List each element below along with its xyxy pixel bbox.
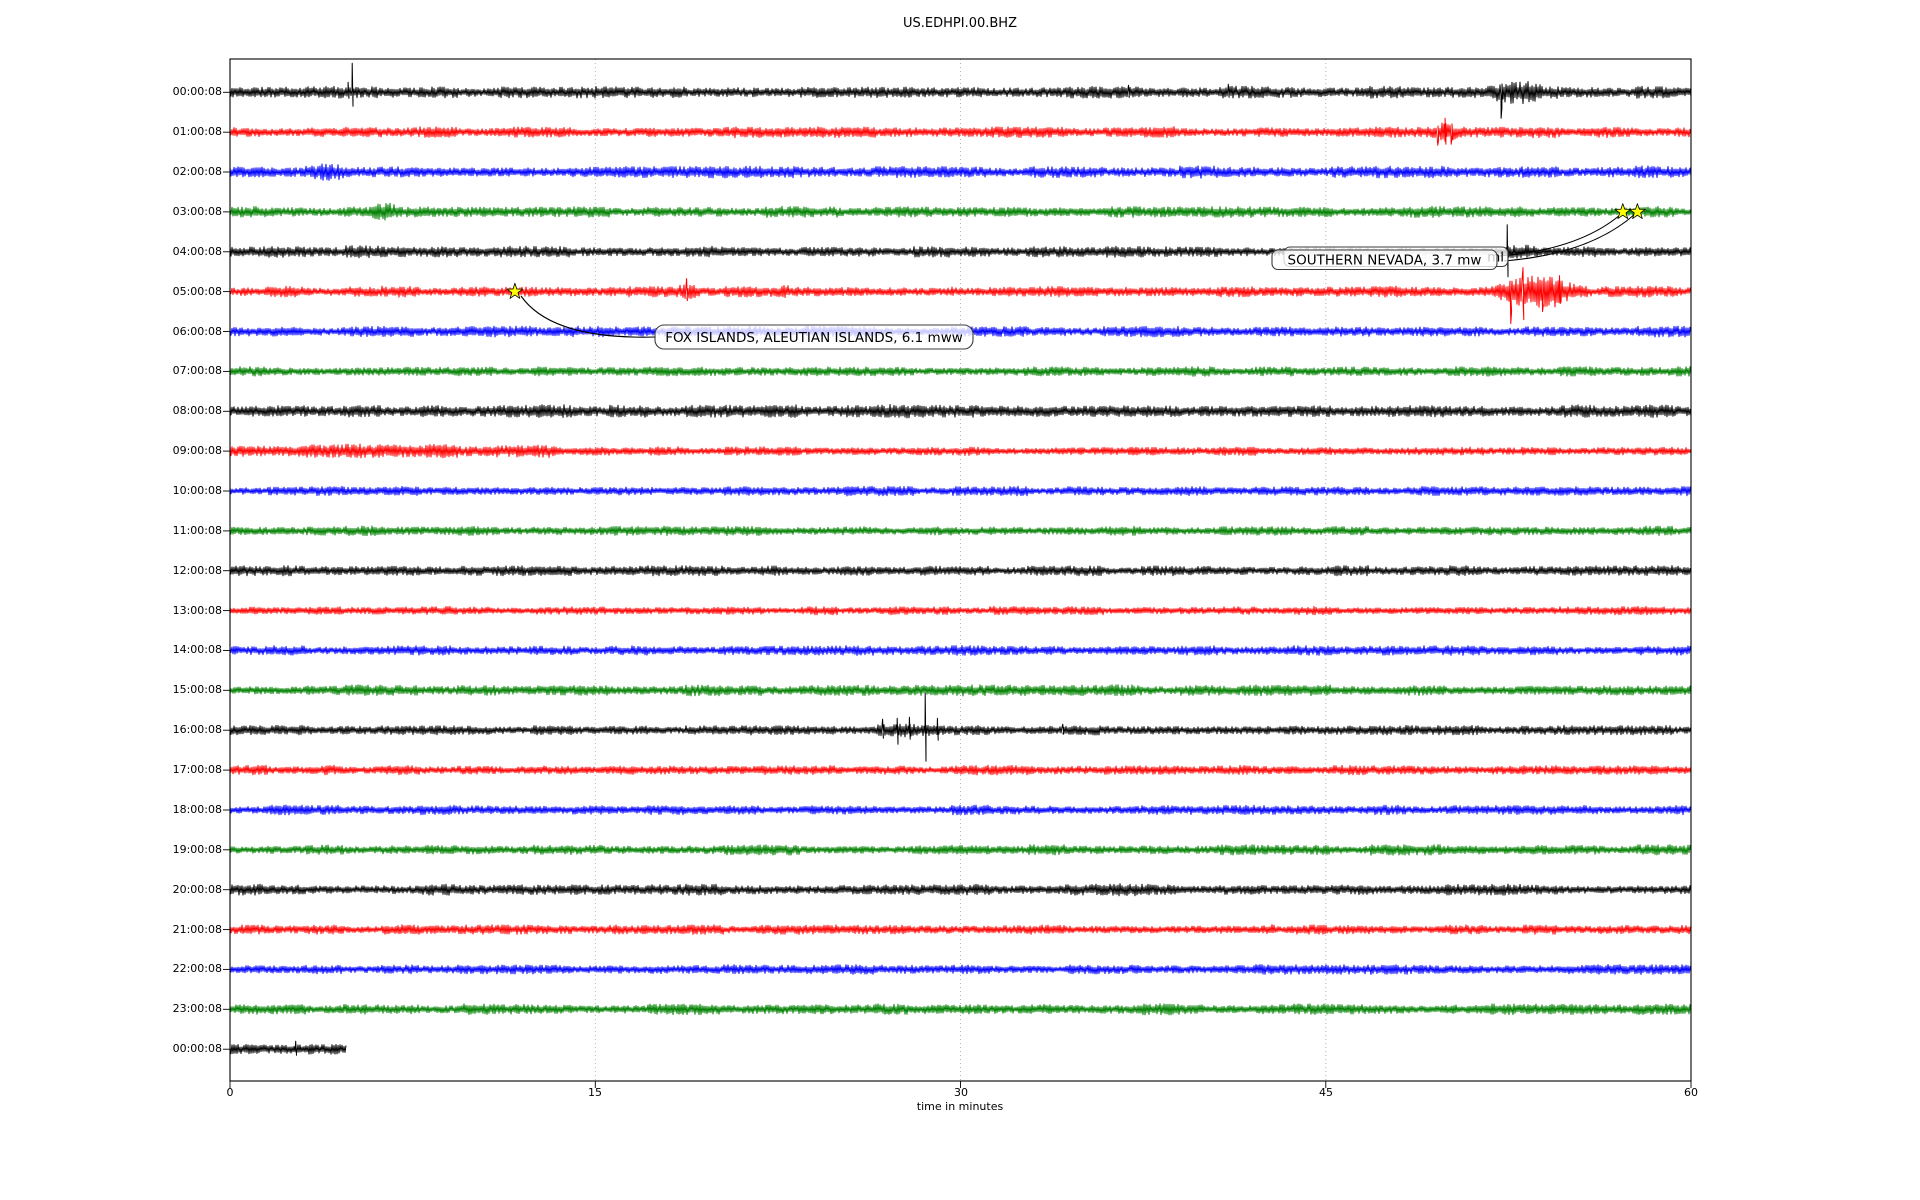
y-tick-label: 03:00:08 [172, 205, 222, 218]
x-tick-label: 45 [1319, 1086, 1333, 1099]
y-tick-label: 11:00:08 [172, 524, 222, 537]
event-connector [520, 295, 657, 338]
y-tick-label: 04:00:08 [172, 245, 222, 258]
x-tick-label: 30 [954, 1086, 968, 1099]
y-tick-label: 18:00:08 [172, 803, 222, 816]
y-tick-label: 21:00:08 [172, 923, 222, 936]
y-tick-label: 10:00:08 [172, 484, 222, 497]
trace-row-14 [229, 645, 1692, 656]
x-axis-title: time in minutes [916, 1100, 1004, 1113]
event-star-icon [1629, 203, 1646, 219]
y-tick-label: 17:00:08 [172, 763, 222, 776]
y-tick-label: 14:00:08 [172, 643, 222, 656]
page-title: US.EDHPI.00.BHZ [903, 16, 1017, 31]
x-tick-label: 15 [588, 1086, 602, 1099]
y-tick-label: 22:00:08 [172, 962, 222, 975]
event-connector [1498, 214, 1621, 257]
trace-row-8 [229, 404, 1692, 419]
trace-row-10 [229, 485, 1692, 497]
trace-row-9 [229, 443, 1692, 459]
y-tick-label: 16:00:08 [172, 723, 222, 736]
y-tick-label: 01:00:08 [172, 125, 222, 138]
y-tick-label: 08:00:08 [172, 404, 222, 417]
y-tick-label: 07:00:08 [172, 364, 222, 377]
event-label-box [1271, 249, 1498, 271]
event-star-icon [506, 282, 524, 299]
trace-row-13 [229, 605, 1692, 616]
event-connector [1503, 213, 1636, 262]
event-label-text: SOUTHERN NEVADA, 3.7 mw [1288, 253, 1482, 269]
trace-row-23 [229, 1003, 1692, 1016]
y-tick-label: 06:00:08 [172, 325, 222, 338]
trace-row-22 [229, 964, 1692, 975]
trace-row-1 [229, 117, 1692, 146]
y-tick-label: 02:00:08 [172, 165, 222, 178]
x-tick-label: 0 [226, 1086, 234, 1099]
trace-row-12 [229, 565, 1692, 577]
y-tick-label: 15:00:08 [172, 683, 222, 696]
event-label-text: FOX ISLANDS, ALEUTIAN ISLANDS, 6.1 mww [665, 330, 963, 346]
trace-row-24 [229, 1040, 347, 1056]
x-tick-label: 60 [1684, 1086, 1698, 1099]
y-tick-label: 19:00:08 [172, 843, 222, 856]
trace-row-0 [229, 62, 1692, 119]
y-tick-label: 00:00:08 [172, 85, 222, 98]
y-tick-label: 12:00:08 [172, 564, 222, 577]
trace-row-3 [229, 202, 1692, 221]
trace-row-5 [229, 267, 1692, 325]
trace-row-21 [229, 924, 1692, 935]
event-label-box [654, 324, 974, 350]
trace-row-19 [229, 844, 1692, 856]
trace-row-2 [229, 163, 1692, 181]
trace-row-11 [229, 525, 1692, 537]
trace-row-7 [229, 366, 1692, 377]
y-tick-label: 13:00:08 [172, 604, 222, 617]
y-tick-label: 00:00:08 [172, 1042, 222, 1055]
trace-row-20 [229, 883, 1692, 897]
y-tick-label: 05:00:08 [172, 285, 222, 298]
y-tick-label: 09:00:08 [172, 444, 222, 457]
event-star-icon [1614, 203, 1632, 219]
trace-row-16 [229, 692, 1692, 762]
trace-row-17 [229, 764, 1692, 776]
trace-row-18 [229, 804, 1692, 816]
y-tick-label: 23:00:08 [172, 1002, 222, 1015]
y-tick-label: 20:00:08 [172, 883, 222, 896]
trace-row-15 [229, 684, 1692, 697]
